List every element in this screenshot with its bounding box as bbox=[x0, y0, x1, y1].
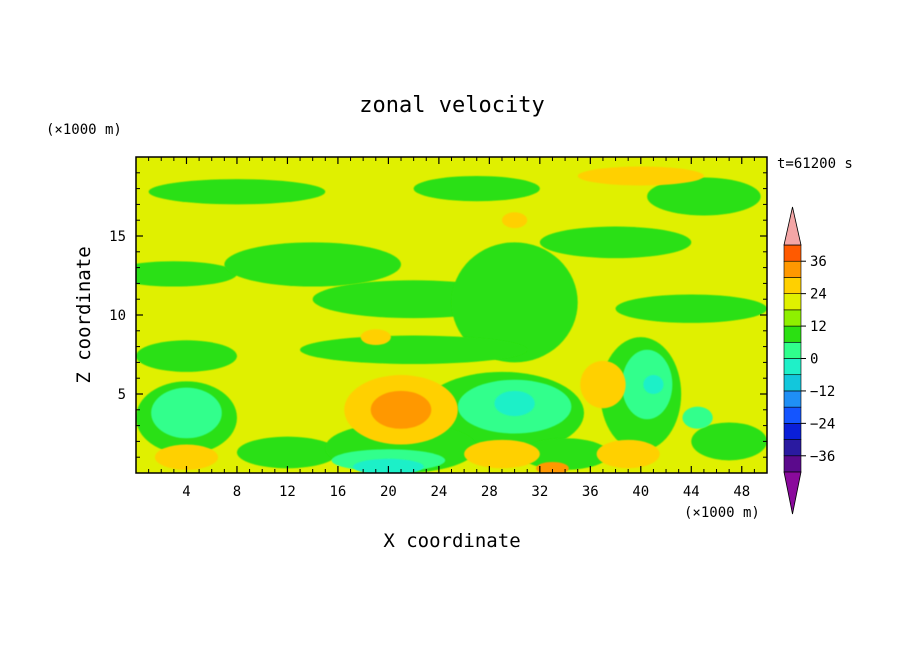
colorbar-swatch bbox=[783, 277, 802, 294]
velocity-region bbox=[151, 387, 222, 439]
x-tick-label: 20 bbox=[380, 484, 397, 500]
colorbar-swatch bbox=[783, 455, 802, 473]
colorbar-label: 36 bbox=[810, 254, 827, 270]
x-tick-label: 4 bbox=[182, 484, 190, 500]
velocity-region bbox=[577, 166, 704, 186]
colorbar-swatch bbox=[783, 309, 802, 327]
chart-title: zonal velocity bbox=[359, 93, 544, 118]
x-axis-label: X coordinate bbox=[383, 530, 520, 552]
colorbar-label: −12 bbox=[810, 384, 835, 400]
y-axis-label: Z coordinate bbox=[73, 246, 95, 383]
x-tick-label: 28 bbox=[481, 484, 498, 500]
y-tick-label: 10 bbox=[109, 308, 126, 324]
time-label: t=61200 s bbox=[777, 156, 853, 172]
x-tick-label: 36 bbox=[582, 484, 599, 500]
x-tick-label: 24 bbox=[430, 484, 447, 500]
velocity-region bbox=[300, 335, 528, 364]
x-axis-ticks: 4 8 12 16 20 24 28 32 36 40 44 48 bbox=[148, 157, 755, 500]
velocity-region bbox=[413, 175, 540, 202]
colorbar: −36 −24 −12 0 12 24 36 bbox=[783, 206, 835, 515]
velocity-region bbox=[451, 242, 578, 363]
colorbar-swatch bbox=[783, 406, 802, 424]
x-tick-label: 32 bbox=[531, 484, 548, 500]
velocity-region bbox=[136, 261, 237, 287]
colorbar-label: 0 bbox=[810, 352, 818, 368]
velocity-region bbox=[580, 360, 626, 409]
velocity-region bbox=[370, 390, 432, 429]
colorbar-swatch bbox=[783, 423, 802, 440]
colorbar-swatch bbox=[783, 439, 802, 457]
colorbar-label: 12 bbox=[810, 319, 827, 335]
colorbar-label: 24 bbox=[810, 287, 827, 303]
velocity-region bbox=[596, 439, 660, 469]
colorbar-swatch bbox=[783, 390, 802, 408]
colorbar-label: −24 bbox=[810, 416, 835, 432]
colorbar-swatch bbox=[783, 293, 802, 311]
velocity-region bbox=[520, 438, 610, 470]
velocity-region bbox=[539, 226, 692, 259]
y-tick-label: 15 bbox=[109, 229, 126, 245]
field-regions bbox=[136, 166, 767, 473]
x-axis-unit: (×1000 m) bbox=[684, 505, 760, 521]
colorbar-swatch bbox=[783, 260, 802, 278]
colorbar-swatch bbox=[783, 374, 802, 392]
velocity-region bbox=[647, 177, 761, 216]
colorbar-over-arrow bbox=[783, 206, 802, 246]
velocity-region bbox=[691, 422, 767, 461]
velocity-region bbox=[360, 329, 391, 346]
colorbar-swatch bbox=[783, 358, 802, 376]
colorbar-label: −36 bbox=[810, 449, 835, 465]
velocity-region bbox=[353, 458, 424, 473]
velocity-region bbox=[224, 242, 402, 287]
x-tick-label: 12 bbox=[279, 484, 296, 500]
velocity-region bbox=[615, 294, 767, 323]
colorbar-swatch bbox=[783, 341, 802, 359]
colorbar-swatch bbox=[783, 244, 802, 262]
x-tick-label: 8 bbox=[233, 484, 241, 500]
velocity-region bbox=[464, 439, 540, 469]
velocity-region bbox=[236, 436, 338, 469]
velocity-region bbox=[643, 375, 664, 394]
plot-area bbox=[135, 156, 768, 474]
velocity-region bbox=[154, 444, 219, 470]
colorbar-under-arrow bbox=[783, 471, 802, 515]
x-tick-label: 48 bbox=[733, 484, 750, 500]
x-tick-label: 16 bbox=[329, 484, 346, 500]
velocity-region bbox=[682, 406, 713, 429]
y-tick-label: 5 bbox=[118, 387, 126, 403]
y-axis-ticks: 5 10 15 bbox=[109, 172, 767, 458]
x-tick-label: 40 bbox=[632, 484, 649, 500]
velocity-region bbox=[148, 179, 326, 205]
x-tick-label: 44 bbox=[683, 484, 700, 500]
velocity-region bbox=[501, 212, 528, 229]
velocity-region bbox=[494, 390, 535, 417]
y-axis-unit: (×1000 m) bbox=[46, 122, 122, 138]
velocity-region bbox=[136, 340, 237, 372]
colorbar-swatch bbox=[783, 325, 802, 343]
velocity-region bbox=[536, 461, 569, 473]
